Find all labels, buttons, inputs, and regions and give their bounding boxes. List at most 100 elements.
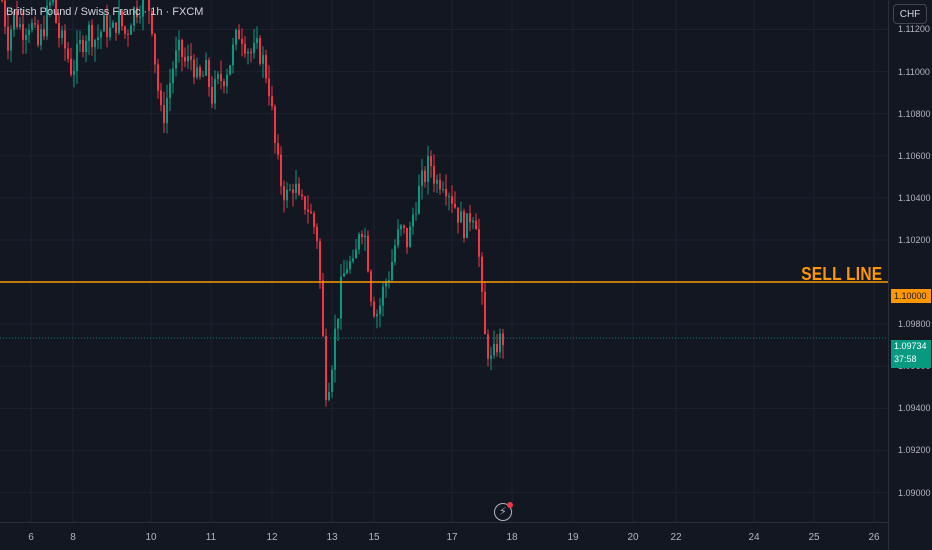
candle-body bbox=[490, 355, 492, 359]
candle-body bbox=[382, 286, 384, 306]
candle-body bbox=[460, 211, 462, 223]
time-tick-label: 10 bbox=[145, 532, 157, 543]
candle-body bbox=[454, 203, 456, 208]
bolt-glyph: ⚡ bbox=[499, 506, 507, 518]
candle-body bbox=[16, 10, 18, 27]
candle-body bbox=[475, 220, 477, 230]
time-axis[interactable]: 6 8 10 11 12 13 15 17 18 19 20 22 24 25 26 bbox=[0, 522, 888, 550]
candle-body bbox=[412, 214, 414, 227]
candle-body bbox=[154, 33, 156, 65]
lightning-icon[interactable]: ⚡ bbox=[494, 502, 513, 521]
time-tick-label: 15 bbox=[368, 532, 380, 543]
candle-body bbox=[223, 81, 225, 87]
candle-body bbox=[211, 86, 213, 104]
time-tick-label: 19 bbox=[567, 532, 579, 543]
candle-body bbox=[40, 29, 42, 46]
time-tick-label: 24 bbox=[748, 532, 760, 543]
candle-body bbox=[70, 58, 72, 75]
candle-body bbox=[325, 335, 327, 400]
time-tick-label: 6 bbox=[28, 532, 34, 543]
candle-body bbox=[82, 40, 84, 53]
candle-body bbox=[370, 271, 372, 302]
candle-body bbox=[58, 23, 60, 38]
candle-body bbox=[271, 96, 273, 107]
candle-body bbox=[502, 333, 504, 346]
candle-body bbox=[442, 188, 444, 190]
candle-body bbox=[244, 43, 246, 54]
candle-body bbox=[484, 291, 486, 335]
candle-body bbox=[295, 183, 297, 193]
candle-body bbox=[232, 44, 234, 66]
time-tick-label: 11 bbox=[205, 532, 217, 543]
candle-body bbox=[142, 0, 144, 17]
candle-body bbox=[463, 211, 465, 239]
candle-body bbox=[352, 258, 354, 262]
candle-body bbox=[403, 225, 405, 228]
chart-area[interactable]: British Pound / Swiss Franc · 1h · FXCM … bbox=[0, 0, 888, 522]
candle-body bbox=[340, 276, 342, 319]
candle-body bbox=[358, 234, 360, 250]
candle-body bbox=[37, 24, 39, 46]
candle-body bbox=[31, 23, 33, 30]
candle-body bbox=[238, 29, 240, 40]
current-price-label: 1.09734 37:58 bbox=[891, 340, 931, 368]
candle-body bbox=[298, 183, 300, 195]
candle-body bbox=[319, 241, 321, 281]
candle-body bbox=[178, 39, 180, 51]
candle-body bbox=[55, 0, 57, 24]
candle-body bbox=[157, 64, 159, 91]
candle-body bbox=[19, 24, 21, 27]
candle-body bbox=[175, 50, 177, 69]
candle-body bbox=[274, 106, 276, 144]
candle-body bbox=[307, 209, 309, 212]
candle-body bbox=[235, 29, 237, 45]
candle-body bbox=[448, 196, 450, 198]
candle-body bbox=[313, 213, 315, 227]
candle-body bbox=[457, 207, 459, 223]
candle-body bbox=[451, 196, 453, 204]
candle-body bbox=[64, 30, 66, 49]
candle-body bbox=[91, 24, 93, 48]
candle-body bbox=[355, 249, 357, 259]
candle-body bbox=[22, 24, 24, 40]
sell-line-price-label: 1.10000 bbox=[891, 289, 931, 303]
candle-body bbox=[136, 7, 138, 18]
time-tick-label: 20 bbox=[627, 532, 639, 543]
candle-body bbox=[415, 213, 417, 215]
candle-body bbox=[259, 38, 261, 64]
candle-body bbox=[190, 56, 192, 60]
candle-body bbox=[280, 154, 282, 187]
candle-body bbox=[109, 27, 111, 38]
candle-body bbox=[427, 156, 429, 182]
candle-body bbox=[481, 256, 483, 292]
candle-body bbox=[367, 235, 369, 272]
candle-body bbox=[241, 39, 243, 44]
candle-body bbox=[100, 31, 102, 38]
candle-body bbox=[193, 59, 195, 78]
candle-body bbox=[205, 59, 207, 76]
price-axis[interactable]: 1.11200 1.11000 1.10800 1.10600 1.10400 1.102… bbox=[888, 0, 932, 550]
candle-body bbox=[184, 56, 186, 62]
price-tick-label: 1.09400 bbox=[898, 403, 931, 414]
symbol-title[interactable]: British Pound / Swiss Franc · 1h · FXCM bbox=[6, 6, 204, 18]
candle-body bbox=[424, 170, 426, 182]
time-tick-label: 13 bbox=[326, 532, 338, 543]
candle-body bbox=[256, 38, 258, 43]
candle-body bbox=[445, 188, 447, 197]
time-tick-label: 12 bbox=[266, 532, 278, 543]
candle-body bbox=[286, 189, 288, 201]
candle-body bbox=[151, 10, 153, 34]
currency-button[interactable]: CHF bbox=[893, 4, 927, 24]
candle-body bbox=[277, 143, 279, 155]
candle-body bbox=[103, 15, 105, 32]
candle-body bbox=[181, 39, 183, 57]
candle-body bbox=[499, 333, 501, 353]
candlestick-chart[interactable] bbox=[0, 0, 888, 522]
candle-body bbox=[400, 225, 402, 230]
candle-body bbox=[388, 280, 390, 283]
candle-body bbox=[163, 105, 165, 124]
candle-body bbox=[472, 220, 474, 223]
candle-body bbox=[361, 234, 363, 238]
candle-body bbox=[133, 7, 135, 26]
candle-body bbox=[316, 226, 318, 242]
